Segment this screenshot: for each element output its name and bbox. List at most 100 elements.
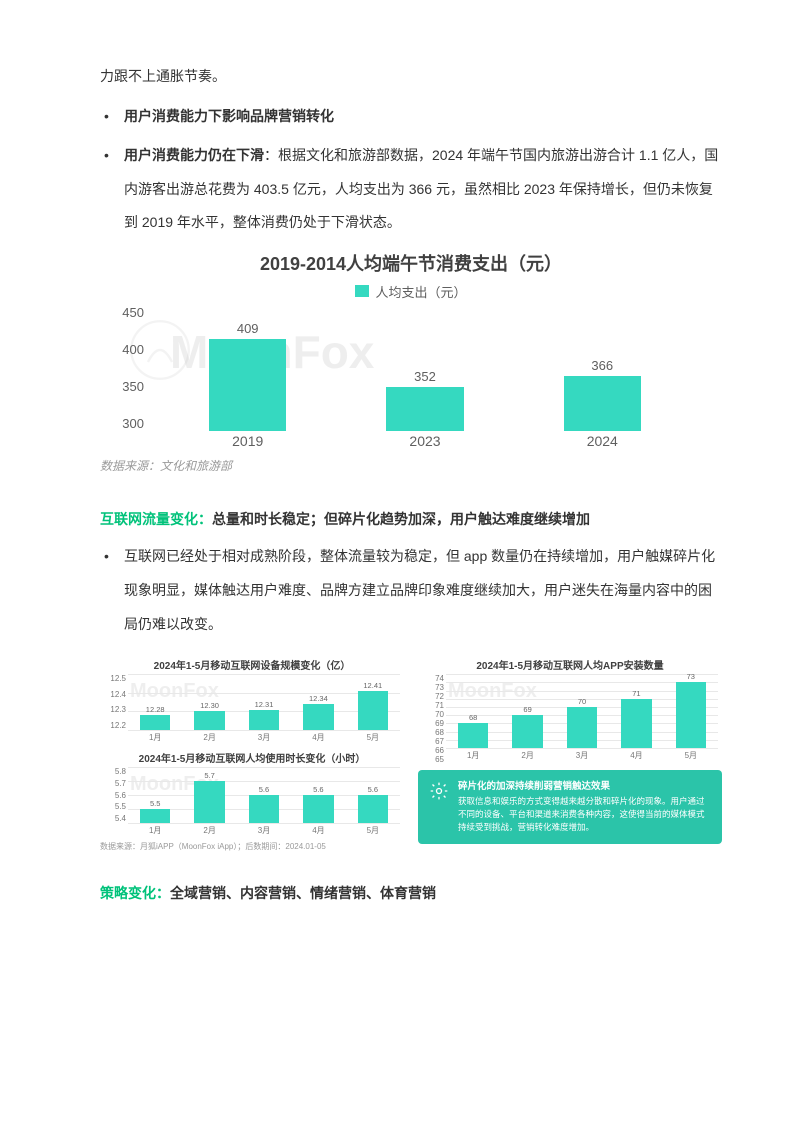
legend-swatch <box>355 285 369 297</box>
y-tick-label: 74 <box>418 674 444 683</box>
y-tick-label: 5.6 <box>100 791 126 800</box>
bullet-dot: • <box>100 100 124 134</box>
section-2-heading: 互联网流量变化：总量和时长稳定；但碎片化趋势加深，用户触达难度继续增加 <box>100 508 722 530</box>
bar-value-label: 5.7 <box>204 771 214 780</box>
y-tick-label: 71 <box>418 701 444 710</box>
bar-group: 71 <box>612 699 661 748</box>
bar-group: 5.6 <box>240 795 289 823</box>
x-tick-label: 2月 <box>500 750 554 762</box>
bar-value-label: 70 <box>578 697 586 706</box>
x-tick-label: 2023 <box>370 433 481 449</box>
y-tick-label: 66 <box>418 746 444 755</box>
x-tick-label: 2019 <box>192 433 303 449</box>
bar-value-label: 73 <box>687 672 695 681</box>
grid-line <box>128 767 400 768</box>
x-tick-label: 4月 <box>291 732 345 744</box>
bullet-3-text: 互联网已经处于相对成熟阶段，整体流量较为稳定，但 app 数量仍在持续增加，用户… <box>124 540 722 641</box>
bar: 71 <box>621 699 651 748</box>
bar-group: 5.5 <box>131 809 180 823</box>
x-tick-label: 2月 <box>182 732 236 744</box>
y-tick-label: 72 <box>418 692 444 701</box>
x-tick-label: 5月 <box>664 750 718 762</box>
bar-value-label: 5.6 <box>368 785 378 794</box>
bar-value-label: 409 <box>237 321 259 336</box>
bar-group: 12.28 <box>131 715 180 730</box>
main-chart: MoonFox 450400350300 409352366 201920232… <box>100 305 722 455</box>
bar-value-label: 12.30 <box>200 701 219 710</box>
bar-value-label: 352 <box>414 369 436 384</box>
bar: 5.7 <box>194 781 224 823</box>
bar: 5.5 <box>140 809 170 823</box>
y-tick-label: 68 <box>418 728 444 737</box>
grid-line <box>446 748 718 749</box>
callout-body: 获取信息和娱乐的方式变得越来越分散和碎片化的现象。用户通过不同的设备、平台和渠道… <box>458 795 712 833</box>
time-chart: MoonFox 5.85.75.65.55.45.55.75.65.65.61月… <box>100 767 404 837</box>
plot-area: 5.55.75.65.65.6 <box>128 767 400 823</box>
section-3-black: 全域营销、内容营销、情绪营销、体育营销 <box>170 885 436 901</box>
bar-value-label: 12.31 <box>255 700 274 709</box>
apps-chart-title: 2024年1-5月移动互联网人均APP安装数量 <box>418 657 722 672</box>
bar: 12.28 <box>140 715 170 730</box>
grid-line <box>446 674 718 675</box>
devices-chart: MoonFox 12.512.412.312.212.2812.3012.311… <box>100 674 404 744</box>
bar: 12.31 <box>249 710 279 731</box>
x-tick-label: 3月 <box>237 825 291 837</box>
callout-content: 碎片化的加深持续削弱营销触达效果 获取信息和娱乐的方式变得越来越分散和碎片化的现… <box>458 780 712 834</box>
y-tick-label: 67 <box>418 737 444 746</box>
main-chart-x-labels: 2019 2023 2024 <box>148 433 702 455</box>
plot-area: 68 69 70 71 73 <box>446 674 718 748</box>
bar-group: 73 <box>666 682 715 748</box>
bar-value-label: 12.34 <box>309 694 328 703</box>
bullet-1-text: 用户消费能力下影响品牌营销转化 <box>124 100 722 134</box>
x-axis: 1月2月3月4月5月 <box>128 825 400 837</box>
bar-group: 12.31 <box>240 710 289 731</box>
bar: 12.34 <box>303 704 333 730</box>
bullet-2-bold: 用户消费能力仍在下滑 <box>124 147 264 163</box>
x-tick-label: 2024 <box>547 433 658 449</box>
bar: 5.6 <box>358 795 388 823</box>
plot-area: 12.28 12.30 12.31 12.34 12.41 <box>128 674 400 730</box>
y-axis: 74737271706968676665 <box>418 674 444 748</box>
x-tick-label: 1月 <box>446 750 500 762</box>
x-tick-label: 4月 <box>291 825 345 837</box>
y-tick-label: 12.5 <box>100 674 126 683</box>
bar-value-label: 366 <box>591 358 613 373</box>
y-tick-label: 5.4 <box>100 814 126 823</box>
bar-group: 69 <box>503 715 552 748</box>
bar: 409 <box>209 339 287 431</box>
bar: 69 <box>512 715 542 748</box>
bar-group: 12.34 <box>294 704 343 730</box>
y-tick-label: 12.3 <box>100 705 126 714</box>
y-tick-label: 12.4 <box>100 690 126 699</box>
bar-value-label: 71 <box>632 689 640 698</box>
bar-value-label: 68 <box>469 713 477 722</box>
bar-group: 12.41 <box>348 691 397 730</box>
small-charts-source: 数据来源：月狐iAPP（MoonFox iApp）；后数期间：2024.01-0… <box>100 841 404 852</box>
section-2-black: 总量和时长稳定；但碎片化趋势加深，用户触达难度继续增加 <box>212 511 590 527</box>
bar-group: 12.30 <box>185 711 234 730</box>
callout-title: 碎片化的加深持续削弱营销触达效果 <box>458 780 712 793</box>
devices-chart-title: 2024年1-5月移动互联网设备规模变化（亿） <box>100 657 404 672</box>
bullet-dot: • <box>100 540 124 641</box>
bullet-1: • 用户消费能力下影响品牌营销转化 <box>100 100 722 134</box>
y-tick-label: 12.2 <box>100 721 126 730</box>
x-axis: 1月2月3月4月5月 <box>128 732 400 744</box>
main-chart-y-axis: 450400350300 <box>100 305 144 431</box>
bar-group: 68 <box>449 723 498 748</box>
grid-line <box>128 781 400 782</box>
main-chart-plot: 409 352 366 <box>148 305 702 431</box>
main-chart-title: 2019-2014人均端午节消费支出（元） <box>100 250 722 276</box>
grid-line <box>128 823 400 824</box>
bar: 5.6 <box>249 795 279 823</box>
bar-value-label: 5.6 <box>259 785 269 794</box>
bar-group: 352 <box>370 387 481 431</box>
bullet-dot: • <box>100 139 124 240</box>
gear-icon <box>428 780 450 802</box>
bar: 5.6 <box>303 795 333 823</box>
x-tick-label: 5月 <box>346 732 400 744</box>
time-chart-title: 2024年1-5月移动互联网人均使用时长变化（小时） <box>100 750 404 765</box>
y-axis: 5.85.75.65.55.4 <box>100 767 126 823</box>
bullet-3: • 互联网已经处于相对成熟阶段，整体流量较为稳定，但 app 数量仍在持续增加，… <box>100 540 722 641</box>
bar-value-label: 12.41 <box>363 681 382 690</box>
bar: 366 <box>564 376 642 431</box>
